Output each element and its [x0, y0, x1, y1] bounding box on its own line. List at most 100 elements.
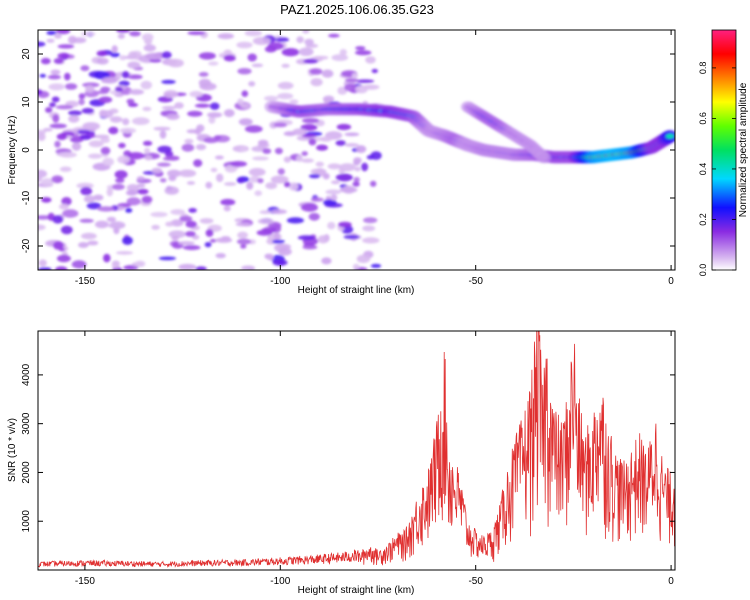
spectrogram-noise-cell — [344, 83, 357, 92]
spectrogram-noise-cell — [161, 106, 177, 110]
spectrogram-noise-cell — [59, 166, 72, 172]
spectrogram-noise-cell — [257, 218, 274, 225]
spectrogram-noise-cell — [262, 148, 272, 154]
spectrogram-noise-cell — [49, 123, 67, 129]
spectrogram-noise-cell — [111, 45, 118, 53]
spectrogram-noise-cell — [55, 266, 68, 270]
spectrogram-noise-cell — [185, 231, 196, 237]
spectrogram-noise-cell — [127, 74, 143, 80]
spectrogram-noise-cell — [296, 36, 304, 44]
spectrogram-noise-cell — [301, 203, 318, 212]
spectrogram-noise-cell — [339, 163, 356, 172]
spectrogram-noise-cell — [86, 202, 102, 210]
spectrogram-noise-cell — [48, 83, 65, 91]
spectrogram-noise-cell — [281, 63, 290, 68]
spectrogram-noise-cell — [351, 72, 359, 79]
spectrogram-noise-cell — [322, 173, 330, 180]
spectrogram-noise-cell — [136, 183, 146, 188]
spectrogram-noise-cell — [339, 49, 347, 56]
spectrogram-noise-cell — [302, 30, 310, 34]
spectrogram-noise-cell — [308, 138, 317, 146]
spectrogram-noise-cell — [126, 98, 135, 104]
spectrogram-noise-cell — [143, 44, 156, 52]
spectrogram-noise-cell — [303, 58, 319, 64]
spectrogram-noise-cell — [284, 181, 291, 188]
spectrogram-noise-cell — [239, 146, 248, 152]
spectrogram-noise-cell — [264, 45, 277, 53]
spectrogram-noise-cell — [370, 151, 382, 160]
spectrogram-noise-cell — [50, 69, 61, 75]
spectrogram-noise-cell — [83, 195, 96, 203]
spectrogram-noise-cell — [137, 188, 149, 195]
spectrogram-noise-cell — [109, 221, 126, 230]
spectrogram-noise-cell — [335, 173, 353, 182]
spectrogram-noise-cell — [78, 93, 86, 100]
spectrogram-noise-cell — [195, 266, 207, 270]
spectrogram-noise-cell — [361, 162, 369, 172]
spectrogram-noise-cell — [215, 253, 226, 259]
colorbar-tick-label: 0.6 — [698, 112, 708, 125]
spectrogram-noise-cell — [308, 212, 320, 221]
spectrogram-noise-cell — [259, 210, 272, 215]
spectrogram-noise-cell — [271, 209, 287, 215]
snr-y-label: SNR (10 * v/v) — [7, 418, 18, 482]
spectrogram-noise-cell — [114, 86, 123, 92]
spectrogram-noise-cell — [186, 181, 196, 185]
spectrogram-noise-cell — [161, 51, 172, 59]
spectrogram-noise-cell — [88, 153, 103, 159]
spectrogram-noise-cell — [140, 80, 152, 90]
snr-y-axis: 1000 2000 3000 4000 — [21, 363, 675, 532]
spectrogram-noise-cell — [321, 257, 332, 265]
spectrogram-noise-cell — [151, 167, 163, 174]
spectrogram-noise-cell — [117, 155, 130, 164]
spectrogram-noise-cell — [181, 143, 195, 152]
spectrogram-noise-cell — [328, 33, 340, 38]
spectrogram-noise-cell — [273, 231, 280, 241]
spectrogram-noise-cell — [353, 160, 360, 166]
chart-title: PAZ1.2025.106.06.35.G23 — [280, 2, 434, 17]
spectrogram-noise-cell — [45, 107, 53, 113]
spectrogram-noise-cell — [338, 221, 352, 228]
spectrogram-noise-cell — [356, 254, 371, 264]
spectrogram-noise-cell — [208, 61, 219, 66]
spectrogram-noise-cell — [178, 169, 197, 178]
spectrogram-noise-cell — [241, 90, 249, 97]
spectrogram-noise-cell — [64, 72, 71, 81]
spectrogram-secondary-ridge-cell — [540, 155, 548, 160]
spectrogram-noise-cell — [106, 187, 114, 197]
spectrogram-noise-cell — [187, 110, 203, 117]
spectrogram-noise-cell — [179, 215, 193, 222]
spectrogram-noise-cell — [157, 145, 172, 154]
spectrogram-noise-cell — [76, 182, 94, 189]
spectrogram-noise-cell — [65, 83, 78, 90]
spectrogram-noise-cell — [122, 236, 133, 245]
spectrogram-noise-cell — [248, 81, 256, 87]
spectrogram-noise-cell — [103, 253, 111, 263]
spectrogram-y-tick-label: -20 — [21, 238, 32, 253]
spectrogram-noise-cell — [188, 208, 197, 213]
spectrogram-noise-cell — [208, 116, 216, 124]
spectrogram-noise-cell — [141, 33, 154, 41]
spectrogram-noise-cell — [97, 206, 115, 212]
spectrogram-noise-cell — [54, 140, 61, 148]
spectrogram-noise-cell — [363, 217, 378, 224]
spectrogram-noise-cell — [194, 128, 202, 135]
spectrogram-noise-cell — [110, 52, 120, 58]
spectrogram-y-tick-label: 0 — [21, 147, 32, 153]
spectrogram-noise-cell — [98, 96, 113, 104]
spectrogram-noise-cell — [121, 71, 130, 79]
spectrogram-noise-cell — [136, 176, 145, 181]
spectrogram-noise-cell — [167, 169, 181, 178]
spectrogram-noise-cell — [60, 225, 73, 235]
spectrogram-noise-cell — [210, 167, 218, 173]
spectrogram-noise-cell — [296, 155, 303, 162]
colorbar-tick-label: 0.2 — [698, 213, 708, 226]
spectrogram-noise-cell — [304, 38, 314, 46]
spectrogram-noise-cell — [59, 203, 69, 210]
spectrogram-noise-cell — [252, 37, 271, 45]
spectrogram-noise-cell — [199, 218, 214, 224]
spectrogram-noise-cell — [100, 146, 111, 155]
spectrogram-noise-cell — [240, 103, 250, 109]
spectrogram-noise-cell — [126, 197, 141, 206]
spectrogram-noise-cell — [362, 237, 380, 244]
